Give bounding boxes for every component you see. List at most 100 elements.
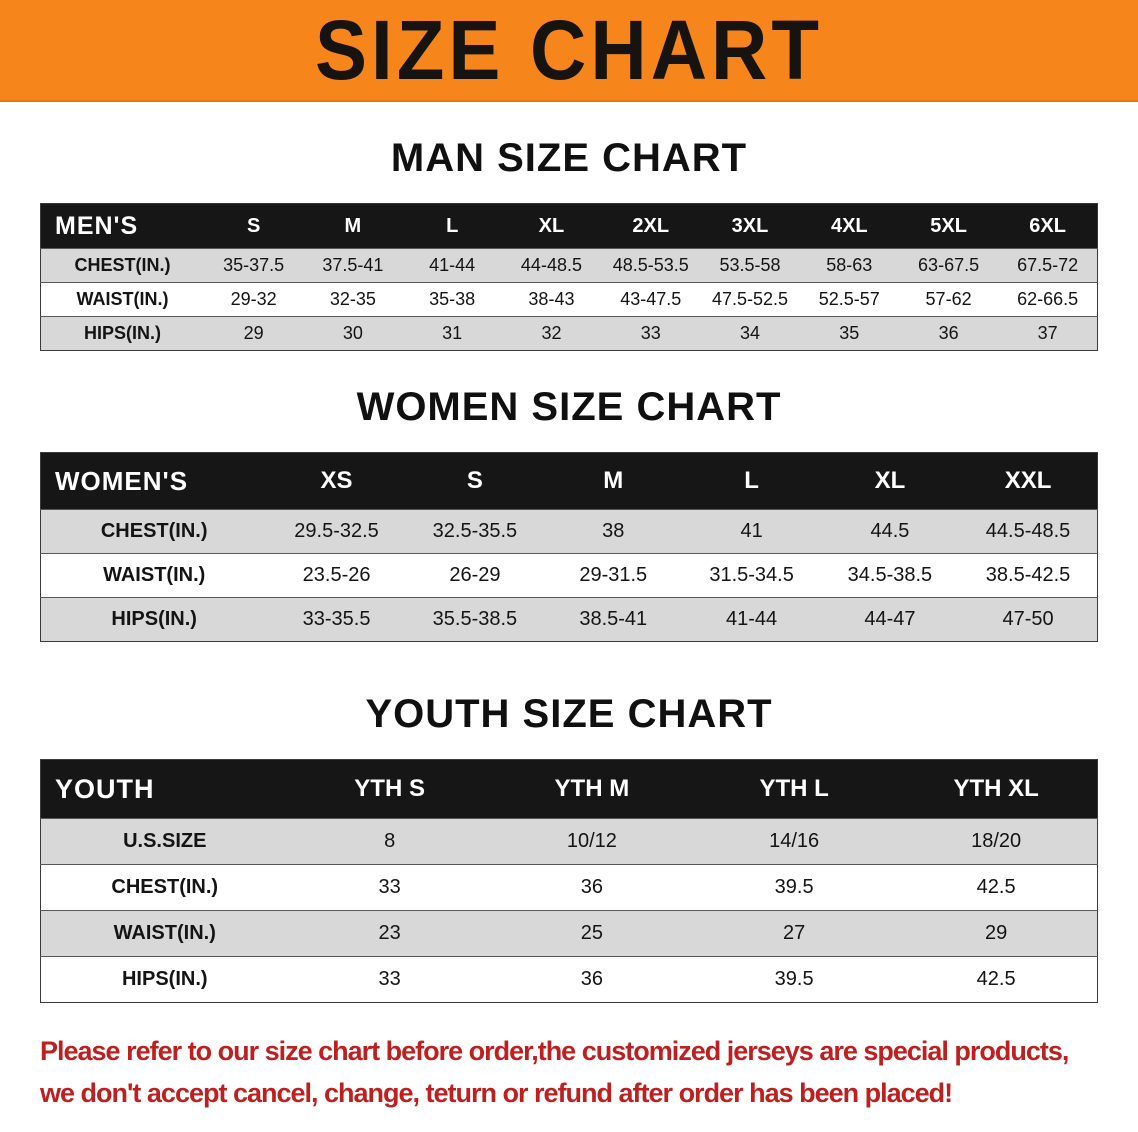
size-value-cell: 26-29 (405, 553, 545, 598)
table-corner-label: MEN'S (40, 203, 204, 249)
column-header: XXL (959, 452, 1098, 510)
table-row: U.S.SIZE 8 10/12 14/16 18/20 (40, 818, 1098, 865)
size-value-cell: 41-44 (402, 248, 502, 283)
youth-section-heading: YOUTH SIZE CHART (365, 692, 773, 736)
size-value-cell: 10/12 (490, 818, 693, 865)
size-value-cell: 37 (998, 316, 1098, 351)
row-label: U.S.SIZE (40, 818, 289, 865)
size-value-cell: 31 (402, 316, 502, 351)
table-row: WAIST(IN.) 29-32 32-35 35-38 38-43 43-47.5 47.… (40, 282, 1098, 317)
size-table: WOMEN'S XS S M L XL XXL CHEST(IN.) 29.5-32.5 32.5… (40, 452, 1098, 642)
size-value-cell: 32 (501, 316, 602, 351)
column-header: 5XL (898, 203, 999, 249)
size-value-cell: 37.5-41 (303, 248, 403, 283)
size-value-cell: 33-35.5 (267, 597, 406, 642)
men-size-table-container: MEN'S S M L XL 2XL 3XL 4XL 5XL 6XL CHEST(IN.) 35-37… (40, 203, 1098, 351)
size-value-cell: 41-44 (682, 597, 821, 642)
size-value-cell: 34 (700, 316, 800, 351)
size-value-cell: 29.5-32.5 (267, 509, 406, 554)
women-section-heading: WOMEN SIZE CHART (356, 385, 782, 429)
table-row: WAIST(IN.) 23.5-26 26-29 29-31.5 31.5-34.5 34… (40, 553, 1098, 598)
size-value-cell: 14/16 (693, 818, 896, 865)
size-value-cell: 43-47.5 (601, 282, 701, 317)
column-header: S (405, 452, 545, 510)
size-value-cell: 44.5 (820, 509, 960, 554)
size-value-cell: 36 (490, 956, 693, 1003)
size-value-cell: 32-35 (303, 282, 403, 317)
size-value-cell: 44.5-48.5 (959, 509, 1098, 554)
table-row: WAIST(IN.) 23 25 27 29 (40, 910, 1098, 957)
table-header-row: WOMEN'S XS S M L XL XXL (40, 452, 1098, 510)
size-value-cell: 8 (288, 818, 491, 865)
size-value-cell: 38-43 (501, 282, 602, 317)
size-value-cell: 30 (303, 316, 403, 351)
size-value-cell: 25 (490, 910, 693, 957)
footer-note: Please refer to our size chart before or… (40, 1031, 1138, 1115)
youth-size-section: YOUTH SIZE CHART YOUTH YTH S YTH M YTH L YTH… (0, 692, 1138, 1003)
column-header: YTH XL (895, 759, 1098, 819)
size-value-cell: 35 (799, 316, 899, 351)
size-value-cell: 33 (601, 316, 701, 351)
column-header: L (682, 452, 821, 510)
column-header: XS (267, 452, 406, 510)
footer-note-line-2: we don't accept cancel, change, teturn o… (40, 1077, 953, 1108)
size-value-cell: 33 (288, 864, 491, 911)
size-value-cell: 23 (288, 910, 491, 957)
size-value-cell: 27 (693, 910, 896, 957)
column-header: YTH L (693, 759, 896, 819)
size-value-cell: 52.5-57 (799, 282, 899, 317)
size-value-cell: 35-38 (402, 282, 502, 317)
row-label: HIPS(IN.) (40, 956, 289, 1003)
size-value-cell: 63-67.5 (898, 248, 999, 283)
table-row: CHEST(IN.) 29.5-32.5 32.5-35.5 38 41 44.5 44.5… (40, 509, 1098, 554)
size-table: YOUTH YTH S YTH M YTH L YTH XL U.S.SIZE 8 10/12… (40, 759, 1098, 1003)
men-size-section: MAN SIZE CHART MEN'S S M L XL 2XL 3XL 4XL 5XL 6XL… (0, 136, 1138, 351)
row-label: WAIST(IN.) (40, 282, 204, 317)
table-row: CHEST(IN.) 33 36 39.5 42.5 (40, 864, 1098, 911)
size-value-cell: 41 (682, 509, 821, 554)
row-label: HIPS(IN.) (40, 316, 204, 351)
row-label: CHEST(IN.) (40, 864, 289, 911)
size-table: MEN'S S M L XL 2XL 3XL 4XL 5XL 6XL CHEST(IN.) 35-37… (40, 203, 1098, 351)
column-header: 6XL (998, 203, 1098, 249)
column-header: YTH S (288, 759, 491, 819)
column-header: YTH M (490, 759, 693, 819)
size-value-cell: 34.5-38.5 (820, 553, 960, 598)
women-size-section: WOMEN SIZE CHART WOMEN'S XS S M L XL XXL CHEST(… (0, 385, 1138, 642)
youth-size-table-container: YOUTH YTH S YTH M YTH L YTH XL U.S.SIZE 8 10/12… (40, 759, 1098, 1003)
size-value-cell: 29-32 (203, 282, 304, 317)
women-size-table-container: WOMEN'S XS S M L XL XXL CHEST(IN.) 29.5-32.5 32.5… (40, 452, 1098, 642)
size-chart-banner: SIZE CHART (0, 0, 1138, 102)
size-value-cell: 53.5-58 (700, 248, 800, 283)
table-row: HIPS(IN.) 33 36 39.5 42.5 (40, 956, 1098, 1003)
size-value-cell: 36 (490, 864, 693, 911)
size-value-cell: 39.5 (693, 956, 896, 1003)
size-value-cell: 31.5-34.5 (682, 553, 821, 598)
table-row: HIPS(IN.) 29 30 31 32 33 34 35 36 37 (40, 316, 1098, 351)
row-label: WAIST(IN.) (40, 910, 289, 957)
size-value-cell: 32.5-35.5 (405, 509, 545, 554)
size-value-cell: 18/20 (895, 818, 1098, 865)
size-value-cell: 29 (203, 316, 304, 351)
size-value-cell: 42.5 (895, 864, 1098, 911)
row-label: HIPS(IN.) (40, 597, 268, 642)
row-label: CHEST(IN.) (40, 248, 204, 283)
size-value-cell: 58-63 (799, 248, 899, 283)
column-header: L (402, 203, 502, 249)
banner-title: SIZE CHART (315, 1, 823, 97)
size-value-cell: 48.5-53.5 (601, 248, 701, 283)
size-value-cell: 57-62 (898, 282, 999, 317)
size-value-cell: 38 (544, 509, 683, 554)
column-header: XL (501, 203, 602, 249)
table-corner-label: WOMEN'S (40, 452, 268, 510)
size-value-cell: 36 (898, 316, 999, 351)
table-corner-label: YOUTH (40, 759, 289, 819)
column-header: 2XL (601, 203, 701, 249)
size-value-cell: 44-48.5 (501, 248, 602, 283)
size-value-cell: 47-50 (959, 597, 1098, 642)
column-header: XL (820, 452, 960, 510)
column-header: 4XL (799, 203, 899, 249)
men-section-heading: MAN SIZE CHART (390, 136, 748, 180)
size-value-cell: 39.5 (693, 864, 896, 911)
column-header: 3XL (700, 203, 800, 249)
